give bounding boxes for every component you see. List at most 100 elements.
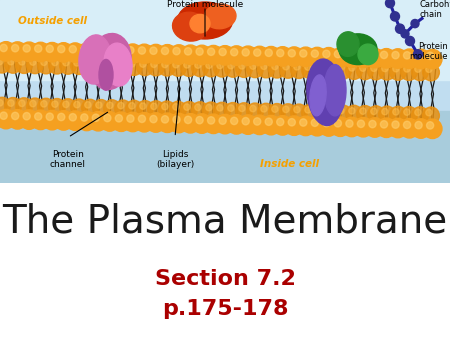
Circle shape [19,100,25,106]
Circle shape [8,110,27,129]
Circle shape [150,115,157,123]
Circle shape [146,113,165,132]
Circle shape [354,48,373,68]
Circle shape [74,101,80,108]
Circle shape [265,118,272,125]
Circle shape [214,102,230,119]
Circle shape [93,99,109,117]
Circle shape [140,61,146,67]
Circle shape [41,59,47,66]
Circle shape [27,98,43,115]
Circle shape [104,114,111,122]
Circle shape [184,62,190,68]
Text: p.175-178: p.175-178 [162,299,288,319]
Circle shape [250,46,269,66]
Circle shape [158,45,177,64]
Circle shape [227,115,246,134]
Circle shape [269,103,285,121]
Circle shape [311,50,319,57]
Circle shape [12,45,19,52]
Circle shape [71,99,87,116]
Circle shape [16,56,32,73]
Circle shape [150,47,157,54]
Circle shape [311,119,319,126]
Circle shape [184,48,192,55]
Circle shape [230,117,238,125]
Circle shape [180,101,198,119]
Text: The Plasma Membrane: The Plasma Membrane [2,202,448,240]
Circle shape [104,58,120,75]
Circle shape [283,64,289,70]
Circle shape [219,48,226,56]
Circle shape [104,46,111,53]
Circle shape [371,65,377,72]
Circle shape [360,108,366,114]
Circle shape [184,116,192,124]
Circle shape [162,47,169,55]
Circle shape [319,117,338,136]
Circle shape [338,65,344,71]
Circle shape [204,45,223,65]
Circle shape [392,121,399,128]
Circle shape [426,66,432,73]
Circle shape [283,106,289,113]
Circle shape [63,59,69,66]
Text: Inside cell: Inside cell [260,159,319,169]
Circle shape [415,66,421,72]
Circle shape [115,46,122,54]
Circle shape [338,107,344,114]
Circle shape [254,118,261,125]
Circle shape [41,101,47,107]
Circle shape [254,49,261,56]
Circle shape [81,114,88,121]
Circle shape [423,64,439,81]
Circle shape [146,44,165,64]
Circle shape [388,49,407,68]
Circle shape [335,62,351,79]
Circle shape [192,102,208,119]
Circle shape [228,105,234,111]
Circle shape [308,116,327,136]
Circle shape [400,63,417,80]
Circle shape [357,63,374,80]
Circle shape [19,58,25,65]
Circle shape [217,62,223,69]
Circle shape [169,113,189,133]
Circle shape [369,120,376,128]
Circle shape [0,42,15,61]
Circle shape [250,115,269,135]
Circle shape [30,100,36,107]
Circle shape [173,103,179,110]
Circle shape [58,45,65,53]
Circle shape [346,105,362,122]
Circle shape [77,111,96,131]
Bar [0,0,450,80]
Circle shape [81,46,88,53]
Circle shape [19,110,39,129]
Ellipse shape [324,65,346,116]
Circle shape [296,116,315,136]
Circle shape [196,116,203,124]
Circle shape [404,66,410,72]
Circle shape [85,60,91,66]
Circle shape [400,106,417,124]
Ellipse shape [79,35,111,84]
Circle shape [349,65,355,71]
Circle shape [77,43,96,63]
Circle shape [0,100,3,106]
Circle shape [380,51,387,58]
Circle shape [127,115,134,122]
Ellipse shape [337,32,359,56]
Circle shape [173,47,180,55]
Circle shape [354,118,373,137]
Ellipse shape [358,44,378,65]
Circle shape [192,59,208,77]
Circle shape [100,112,119,131]
Circle shape [118,61,124,67]
Circle shape [250,105,256,112]
Circle shape [104,100,120,117]
Circle shape [380,121,387,128]
Circle shape [81,57,99,75]
Circle shape [411,119,431,138]
Circle shape [291,61,307,78]
